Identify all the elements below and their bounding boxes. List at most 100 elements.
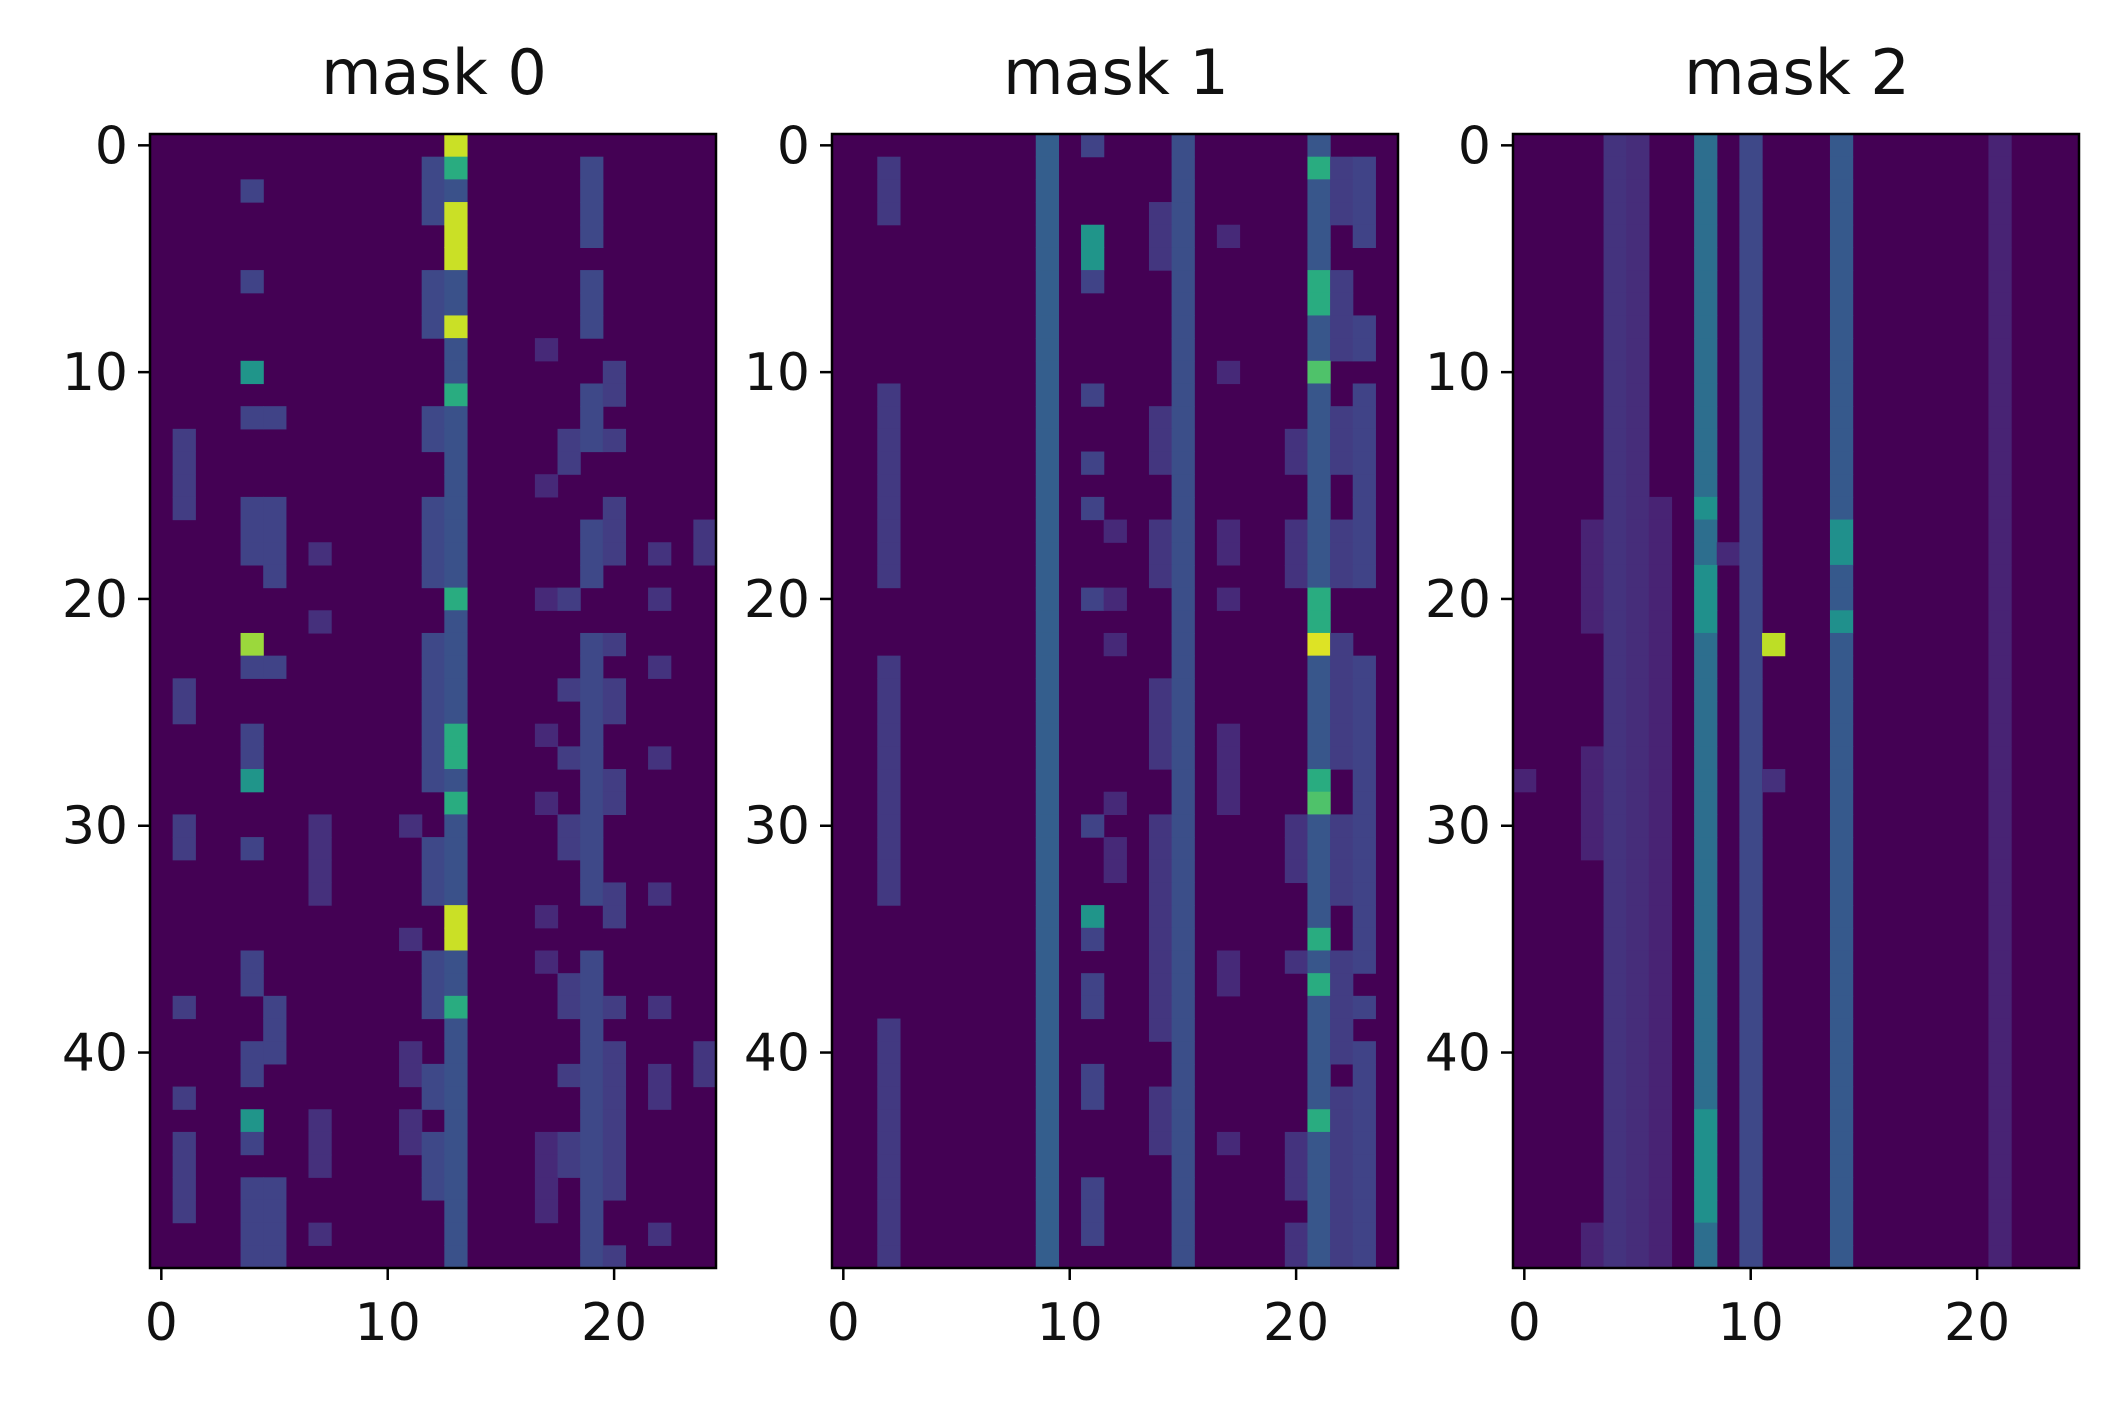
heatmap-cell	[1829, 224, 1854, 248]
heatmap-cell	[1307, 837, 1331, 861]
heatmap-cell	[1171, 383, 1195, 407]
heatmap-cell	[1081, 1063, 1105, 1088]
heatmap-cell	[444, 474, 468, 498]
heatmap-cell	[580, 1109, 604, 1133]
heatmap-cell	[1694, 1245, 1718, 1269]
heatmap-cell	[1307, 564, 1331, 589]
heatmap-cell	[1307, 428, 1331, 453]
heatmap-cell	[1648, 655, 1673, 679]
heatmap-cell	[1626, 270, 1650, 294]
heatmap-cell	[1829, 837, 1854, 861]
heatmap-cell	[877, 769, 901, 793]
heatmap-cell	[240, 360, 264, 385]
heatmap-cell	[580, 950, 604, 974]
heatmap-cell	[1103, 632, 1127, 657]
heatmap-cell	[1352, 474, 1376, 498]
heatmap-cell	[1171, 156, 1195, 180]
heatmap-cell	[1694, 474, 1718, 498]
heatmap-cell	[1307, 1199, 1331, 1224]
heatmap-cell	[580, 1245, 604, 1269]
heatmap-cell	[602, 1041, 627, 1065]
heatmap-cell	[1171, 202, 1195, 226]
heatmap-cell	[1603, 927, 1627, 952]
heatmap-cell	[602, 519, 627, 543]
heatmap-cell	[1603, 882, 1627, 906]
heatmap-cell	[444, 655, 468, 679]
heatmap-cell	[1330, 564, 1354, 589]
heatmap-cell	[1035, 927, 1059, 952]
heatmap-cell	[263, 1222, 287, 1246]
heatmap-cell	[1330, 1109, 1354, 1133]
heatmap-cell	[172, 995, 196, 1020]
heatmap-cell	[1307, 270, 1331, 294]
heatmap-cell	[1648, 542, 1673, 566]
heatmap-cell	[1603, 338, 1627, 362]
heatmap-cell	[1694, 179, 1718, 203]
heatmap-cell	[444, 134, 468, 158]
heatmap-cell	[557, 814, 581, 838]
heatmap-cell	[580, 383, 604, 407]
heatmap-cell	[1148, 927, 1173, 952]
heatmap-cell	[648, 995, 672, 1020]
heatmap-cell	[877, 156, 901, 180]
heatmap-cell	[1035, 1063, 1059, 1088]
heatmap-cell	[877, 1245, 901, 1269]
heatmap-cell	[877, 723, 901, 747]
heatmap-cell	[1603, 428, 1627, 453]
heatmap-cell	[1307, 1018, 1331, 1042]
heatmap-cell	[1648, 678, 1673, 702]
heatmap-cell	[1829, 270, 1854, 294]
heatmap-cell	[421, 1131, 445, 1156]
heatmap-cell	[1171, 1041, 1195, 1065]
heatmap-cell	[1829, 1199, 1854, 1224]
heatmap-cell	[1284, 542, 1309, 566]
heatmap-cell	[1171, 814, 1195, 838]
heatmap-cell	[1330, 973, 1354, 997]
heatmap-cell	[1171, 769, 1195, 793]
heatmap-cell	[1580, 610, 1605, 634]
heatmap-cell	[1035, 814, 1059, 838]
heatmap-cell	[444, 1222, 468, 1246]
y-tick-label: 20	[744, 570, 810, 630]
heatmap-cell	[308, 837, 332, 861]
heatmap-cell	[1216, 542, 1241, 566]
heatmap-cell	[1626, 360, 1650, 385]
heatmap-cell	[1829, 1131, 1854, 1156]
heatmap-cell	[602, 360, 627, 385]
heatmap-cell	[602, 496, 627, 521]
heatmap-cell	[1352, 950, 1376, 974]
heatmap-cell	[1739, 338, 1763, 362]
heatmap-cell	[1626, 542, 1650, 566]
heatmap-cell	[1171, 338, 1195, 362]
heatmap-cell	[1580, 769, 1605, 793]
heatmap-cell	[1035, 791, 1059, 815]
heatmap-cell	[580, 1041, 604, 1065]
heatmap-cell	[1626, 905, 1650, 929]
panel-mask-1: mask 1 0 10 20 0 10 20 30 40	[744, 36, 1400, 1353]
heatmap-cell	[1307, 1177, 1331, 1201]
heatmap-cell	[1284, 564, 1309, 589]
heatmap-cell	[1739, 1154, 1763, 1178]
heatmap-cell	[1626, 451, 1650, 475]
heatmap-cell	[1694, 1109, 1718, 1133]
heatmap-cell	[421, 542, 445, 566]
heatmap-cell	[1694, 270, 1718, 294]
heatmap-cell	[1330, 270, 1354, 294]
heatmap-cell	[308, 1109, 332, 1133]
heatmap-cell	[1580, 587, 1605, 611]
heatmap-cell	[1035, 701, 1059, 725]
heatmap-cell	[1694, 383, 1718, 407]
axes-frame	[1511, 132, 2081, 1270]
heatmap-cell	[877, 406, 901, 430]
heatmap-cell	[1988, 678, 2012, 702]
heatmap-cell	[1307, 519, 1331, 543]
heatmap-cell	[1171, 428, 1195, 453]
heatmap-cell	[1988, 360, 2012, 385]
heatmap-cell	[1603, 202, 1627, 226]
heatmap-cell	[1307, 1109, 1331, 1133]
heatmap-cell	[1307, 1041, 1331, 1065]
heatmap-cell	[1171, 542, 1195, 566]
heatmap-cell	[1081, 451, 1105, 475]
heatmap-cell	[1035, 723, 1059, 747]
heatmap-cell	[1307, 1063, 1331, 1088]
